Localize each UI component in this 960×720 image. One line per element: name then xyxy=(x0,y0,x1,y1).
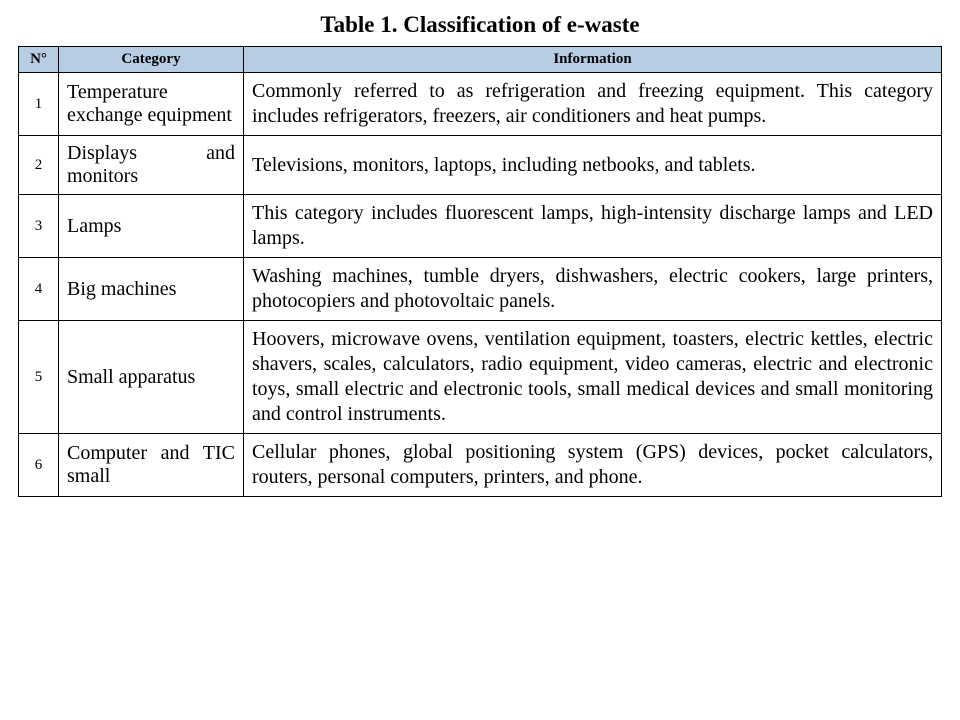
table-row: 3 Lamps This category includes fluoresce… xyxy=(19,195,942,258)
cell-information: Televisions, monitors, laptops, includin… xyxy=(244,136,942,195)
cell-category: Displays and monitors xyxy=(59,136,244,195)
cell-information: Commonly referred to as refrigeration an… xyxy=(244,73,942,136)
table-row: 4 Big machines Washing machines, tumble … xyxy=(19,258,942,321)
cell-category: Small apparatus xyxy=(59,321,244,434)
header-category: Category xyxy=(59,47,244,73)
cell-num: 2 xyxy=(19,136,59,195)
table-row: 6 Computer and TIC small Cellular phones… xyxy=(19,434,942,497)
cell-category: Lamps xyxy=(59,195,244,258)
cell-num: 4 xyxy=(19,258,59,321)
cell-num: 1 xyxy=(19,73,59,136)
cell-category: Big machines xyxy=(59,258,244,321)
cell-num: 6 xyxy=(19,434,59,497)
cell-information: Hoovers, microwave ovens, ventilation eq… xyxy=(244,321,942,434)
table-title: Table 1. Classification of e-waste xyxy=(18,12,942,38)
table-row: 1 Temperature exchange equipment Commonl… xyxy=(19,73,942,136)
cell-num: 3 xyxy=(19,195,59,258)
cell-num: 5 xyxy=(19,321,59,434)
cell-information: Washing machines, tumble dryers, dishwas… xyxy=(244,258,942,321)
cell-category: Computer and TIC small xyxy=(59,434,244,497)
header-row: N° Category Information xyxy=(19,47,942,73)
cell-information: Cellular phones, global positioning syst… xyxy=(244,434,942,497)
table-row: 2 Displays and monitors Televisions, mon… xyxy=(19,136,942,195)
cell-category: Temperature exchange equipment xyxy=(59,73,244,136)
header-num: N° xyxy=(19,47,59,73)
cell-information: This category includes fluorescent lamps… xyxy=(244,195,942,258)
header-information: Information xyxy=(244,47,942,73)
table-row: 5 Small apparatus Hoovers, microwave ove… xyxy=(19,321,942,434)
ewaste-table: N° Category Information 1 Temperature ex… xyxy=(18,46,942,497)
